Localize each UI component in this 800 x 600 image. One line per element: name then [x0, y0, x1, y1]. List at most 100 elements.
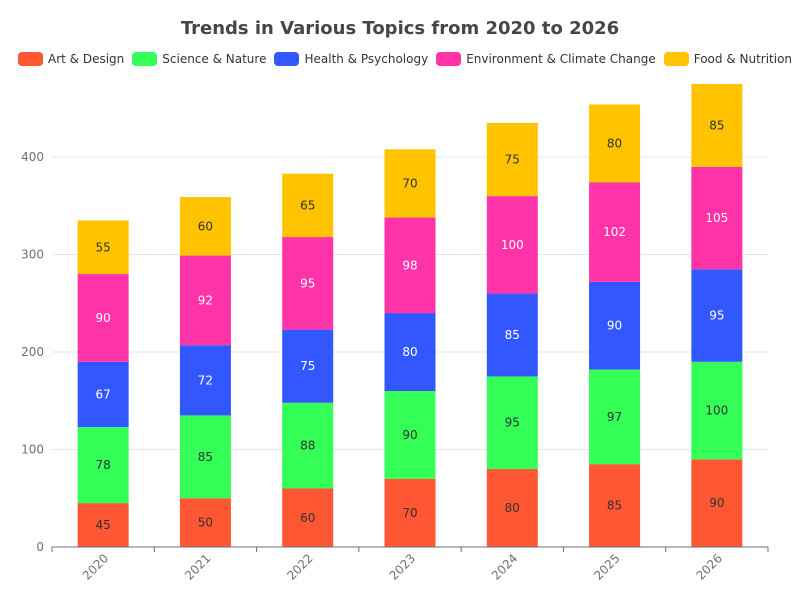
y-tick-label: 100 — [21, 443, 44, 457]
bar-value-label: 95 — [300, 276, 315, 290]
bar-segment[interactable] — [589, 104, 641, 183]
bar-segment[interactable] — [282, 488, 334, 547]
y-tick-label: 400 — [21, 150, 44, 164]
legend-label: Art & Design — [48, 52, 125, 66]
bar-value-label: 85 — [709, 118, 724, 132]
y-tick-label: 200 — [21, 345, 44, 359]
bar-segment[interactable] — [486, 196, 538, 294]
x-tick-label: 2020 — [80, 551, 111, 582]
y-tick-label: 0 — [36, 540, 44, 554]
bar-segment[interactable] — [589, 369, 641, 465]
legend-swatch — [436, 52, 462, 66]
bar-value-label: 72 — [198, 373, 213, 387]
bar-value-label: 75 — [300, 359, 315, 373]
bar-value-label: 60 — [300, 511, 315, 525]
bar-value-label: 85 — [198, 450, 213, 464]
bar-segment[interactable] — [77, 220, 129, 275]
bar-segment[interactable] — [691, 459, 743, 547]
legend-label: Science & Nature — [162, 52, 267, 66]
x-tick-label: 2021 — [182, 551, 213, 582]
legend-item[interactable]: Science & Nature — [132, 52, 266, 66]
bar-segment[interactable] — [282, 329, 334, 403]
bar-value-label: 80 — [607, 136, 622, 150]
bar-segment[interactable] — [691, 166, 743, 270]
bar-value-label: 78 — [96, 458, 111, 472]
bar-value-label: 85 — [607, 499, 622, 513]
bar-segment[interactable] — [282, 402, 334, 489]
bar-segment[interactable] — [384, 391, 436, 479]
bar-segment[interactable] — [179, 498, 231, 547]
bar-value-label: 100 — [501, 238, 524, 252]
legend-label: Health & Psychology — [304, 52, 429, 66]
bar-segment[interactable] — [486, 469, 538, 547]
bar-value-label: 90 — [96, 311, 111, 325]
x-tick-label: 2023 — [387, 551, 418, 582]
bar-value-label: 102 — [603, 225, 626, 239]
chart-title: Trends in Various Topics from 2020 to 20… — [180, 18, 620, 39]
bar-segment[interactable] — [384, 149, 436, 218]
legend-item[interactable]: Health & Psychology — [274, 52, 428, 66]
x-tick-label: 2026 — [693, 551, 724, 582]
bar-value-label: 90 — [607, 319, 622, 333]
bar-segment[interactable] — [486, 293, 538, 377]
bar-value-label: 50 — [198, 516, 213, 530]
bar-segment[interactable] — [486, 122, 538, 197]
bar-value-label: 85 — [505, 328, 520, 342]
bar-segment[interactable] — [77, 361, 129, 428]
bar-value-label: 95 — [709, 309, 724, 323]
bar-segment[interactable] — [77, 503, 129, 547]
bar-value-label: 70 — [402, 506, 417, 520]
bar-segment[interactable] — [179, 345, 231, 416]
bar-value-label: 105 — [705, 211, 728, 225]
legend-label: Environment & Climate Change — [466, 52, 656, 66]
bar-segment[interactable] — [691, 84, 743, 167]
legend-item[interactable]: Environment & Climate Change — [436, 52, 656, 66]
legend-label: Food & Nutrition — [693, 52, 793, 66]
bar-segment[interactable] — [179, 415, 231, 499]
x-tick-label: 2025 — [591, 551, 622, 582]
bar-segment[interactable] — [384, 217, 436, 314]
bar-value-label: 80 — [402, 345, 417, 359]
bar-segment[interactable] — [589, 464, 641, 547]
legend-swatch — [18, 52, 43, 66]
legend-item[interactable]: Art & Design — [18, 52, 124, 66]
bar-value-label: 98 — [402, 258, 417, 272]
x-tick-label: 2022 — [284, 551, 315, 582]
legend-swatch — [132, 52, 158, 66]
bar-value-label: 90 — [402, 428, 417, 442]
bar-value-label: 60 — [198, 219, 213, 233]
bar-value-label: 55 — [96, 240, 111, 254]
legend: Art & Design Science & Nature Health & Psy… — [18, 52, 798, 66]
bar-segment[interactable] — [282, 173, 334, 238]
bar-segment[interactable] — [691, 269, 743, 362]
bar-segment[interactable] — [384, 478, 436, 547]
bar-value-label: 65 — [300, 198, 315, 212]
bar-segment[interactable] — [179, 197, 231, 256]
bar-segment[interactable] — [282, 237, 334, 330]
x-tick-label: 2024 — [489, 551, 520, 582]
bar-value-label: 97 — [607, 410, 622, 424]
legend-swatch — [274, 52, 300, 66]
bar-value-label: 67 — [96, 387, 111, 401]
bar-segment[interactable] — [77, 274, 129, 362]
bar-value-label: 45 — [96, 518, 111, 532]
bar-value-label: 88 — [300, 439, 315, 453]
bar-segment[interactable] — [179, 255, 231, 346]
bar-value-label: 75 — [505, 153, 520, 167]
legend-swatch — [663, 52, 689, 66]
bar-value-label: 100 — [705, 404, 728, 418]
bar-segment[interactable] — [589, 281, 641, 370]
bar-segment[interactable] — [486, 376, 538, 470]
bar-value-label: 70 — [402, 176, 417, 190]
bar-value-label: 80 — [505, 501, 520, 515]
bar-segment[interactable] — [384, 313, 436, 392]
bar-segment[interactable] — [589, 182, 641, 282]
bar-segment[interactable] — [691, 361, 743, 460]
bar-segment[interactable] — [77, 427, 129, 504]
bar-value-label: 90 — [709, 496, 724, 510]
y-tick-label: 300 — [21, 248, 44, 262]
legend-item[interactable]: Food & Nutrition — [663, 52, 793, 66]
bar-value-label: 92 — [198, 293, 213, 307]
